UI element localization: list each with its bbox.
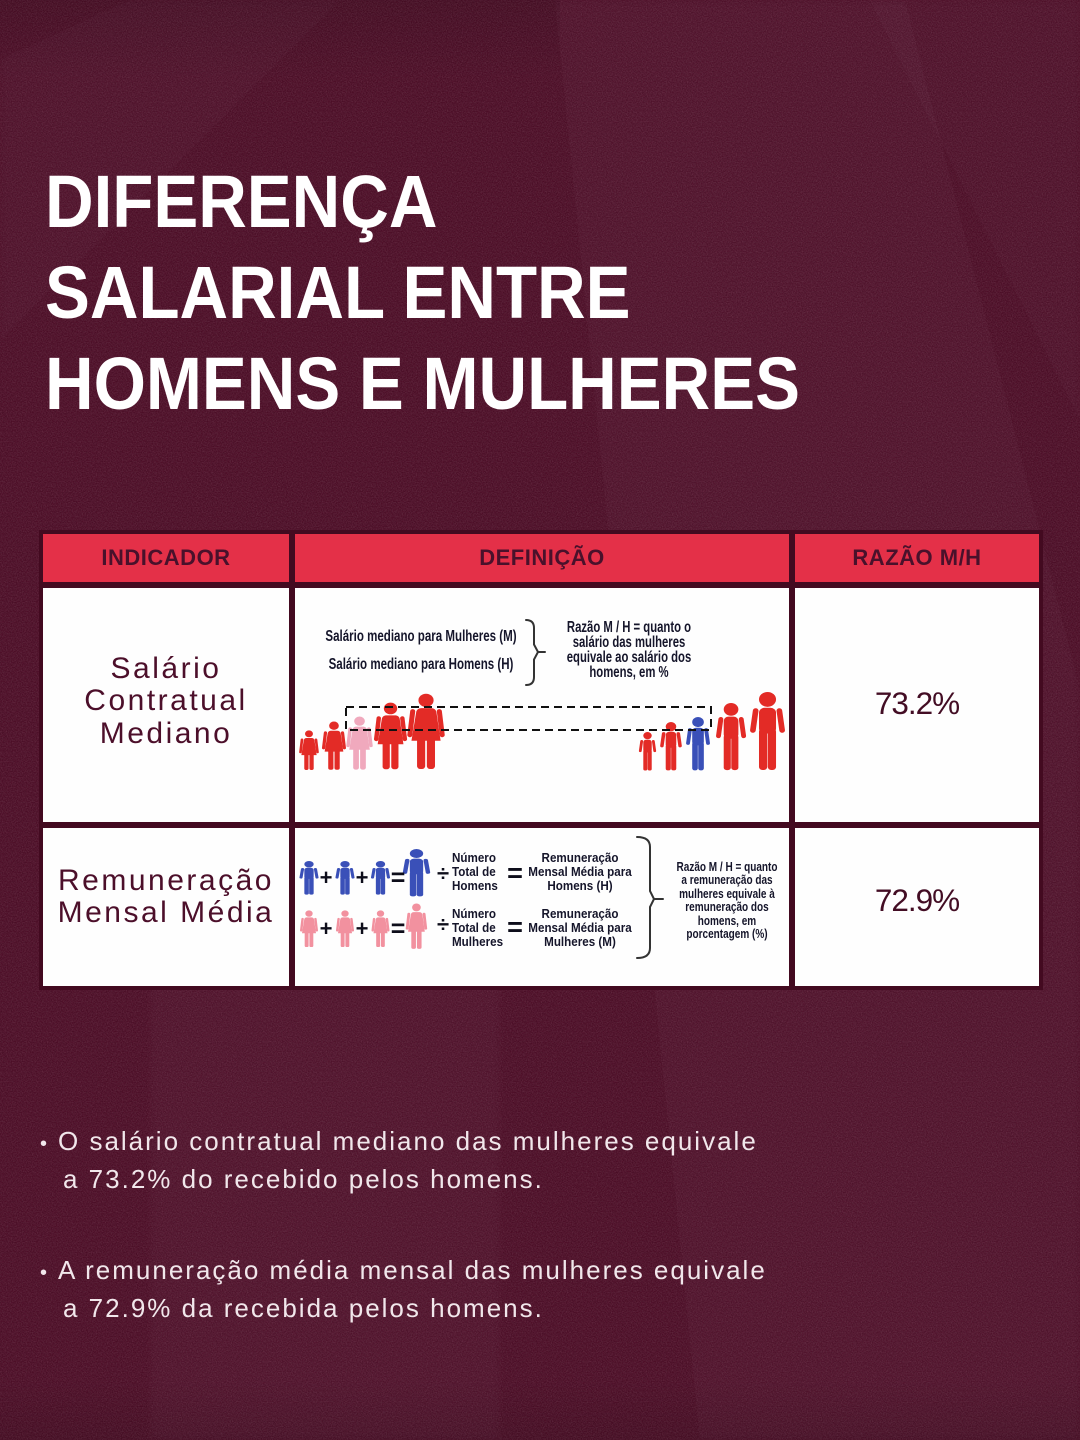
- svg-text:+: +: [320, 916, 333, 941]
- svg-text:+: +: [356, 916, 369, 941]
- svg-text:=: =: [391, 864, 406, 892]
- svg-text:÷: ÷: [437, 861, 449, 886]
- svg-text:÷: ÷: [437, 912, 449, 937]
- svg-text:+: +: [356, 865, 369, 890]
- svg-text:=: =: [507, 858, 523, 888]
- svg-text:=: =: [391, 915, 406, 943]
- svg-text:=: =: [507, 912, 523, 942]
- svg-text:+: +: [320, 865, 333, 890]
